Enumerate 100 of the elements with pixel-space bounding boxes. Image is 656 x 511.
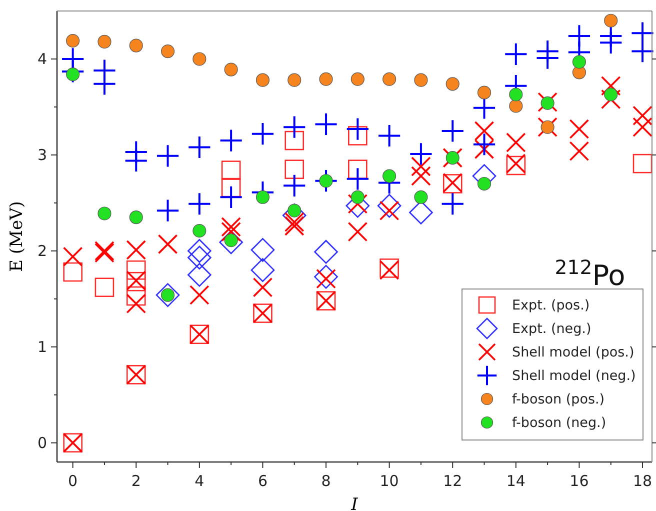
point <box>411 166 431 186</box>
point <box>284 174 306 196</box>
point <box>221 160 241 180</box>
x-tick-label: 10 <box>380 472 399 490</box>
x-axis-title: I <box>350 495 358 511</box>
point <box>314 264 338 289</box>
point <box>156 200 179 222</box>
point <box>378 124 400 147</box>
point <box>284 116 306 138</box>
point <box>350 72 364 86</box>
point <box>473 97 496 119</box>
point <box>220 186 242 208</box>
point <box>473 134 496 156</box>
x-tick-label: 0 <box>68 472 78 490</box>
point <box>442 120 464 142</box>
point <box>188 262 212 287</box>
legend-label: f-boson (neg.) <box>512 415 606 432</box>
point <box>569 119 590 139</box>
point <box>156 145 179 167</box>
point <box>350 190 364 204</box>
x-tick-label: 18 <box>632 472 652 490</box>
point <box>410 143 432 165</box>
point <box>604 14 618 28</box>
x-tick-label: 4 <box>194 472 204 490</box>
point <box>192 52 206 66</box>
point <box>220 130 242 152</box>
point <box>98 206 112 220</box>
point <box>600 76 621 96</box>
point <box>158 234 178 254</box>
point <box>314 240 338 264</box>
x-tick-label: 8 <box>321 472 331 490</box>
point <box>509 99 523 113</box>
point <box>221 178 241 198</box>
point <box>221 217 241 237</box>
point <box>188 246 212 270</box>
legend-label: Expt. (neg.) <box>512 321 592 338</box>
point <box>442 193 464 215</box>
point <box>126 286 146 306</box>
x-tick-label: 6 <box>258 472 268 490</box>
point <box>224 62 238 76</box>
y-tick-label: 1 <box>37 338 47 356</box>
y-tick-label: 2 <box>37 242 47 260</box>
point <box>600 32 622 54</box>
x-tick-label: 14 <box>506 472 526 490</box>
point <box>377 194 402 218</box>
point <box>348 222 368 242</box>
point <box>256 190 270 204</box>
point <box>98 34 112 48</box>
point <box>315 113 337 136</box>
x-tick-label: 12 <box>443 472 462 490</box>
legend-label: Expt. (pos.) <box>512 298 590 314</box>
point <box>446 151 460 165</box>
y-axis-title: E (MeV) <box>7 201 27 272</box>
point <box>284 130 304 150</box>
point <box>536 47 558 69</box>
point <box>348 126 368 146</box>
y-tick-label: 0 <box>37 434 47 452</box>
y-tick-label: 4 <box>37 50 47 68</box>
point <box>129 38 143 52</box>
point <box>505 43 527 65</box>
point <box>94 278 114 298</box>
point <box>284 216 304 236</box>
point <box>474 121 494 141</box>
point <box>252 277 273 298</box>
legend-label: Shell model (neg.) <box>512 368 636 384</box>
point <box>411 156 431 176</box>
point <box>63 262 82 282</box>
point <box>94 73 116 95</box>
point <box>446 77 460 91</box>
point <box>250 238 275 262</box>
point <box>382 169 396 183</box>
point <box>62 246 83 267</box>
point <box>188 238 212 263</box>
point <box>604 88 618 102</box>
point <box>632 154 652 174</box>
point <box>156 283 180 307</box>
annotation: $^{212}$Po <box>554 256 626 292</box>
point <box>126 240 146 260</box>
point <box>477 176 492 191</box>
point <box>190 285 210 305</box>
x-tick-label: 2 <box>131 472 141 490</box>
point <box>126 260 146 280</box>
point <box>506 132 526 152</box>
point <box>252 123 274 145</box>
point <box>600 89 621 110</box>
point <box>348 160 368 179</box>
point <box>474 139 494 160</box>
point <box>477 86 492 100</box>
point <box>569 141 590 161</box>
point <box>346 168 368 190</box>
point <box>540 120 554 134</box>
point <box>346 118 368 140</box>
legend-label: f-boson (pos.) <box>512 392 605 408</box>
point <box>66 34 80 48</box>
point <box>319 72 333 86</box>
point <box>250 258 275 282</box>
point <box>221 222 241 242</box>
point <box>192 224 206 238</box>
point <box>188 193 210 215</box>
point <box>160 44 175 58</box>
